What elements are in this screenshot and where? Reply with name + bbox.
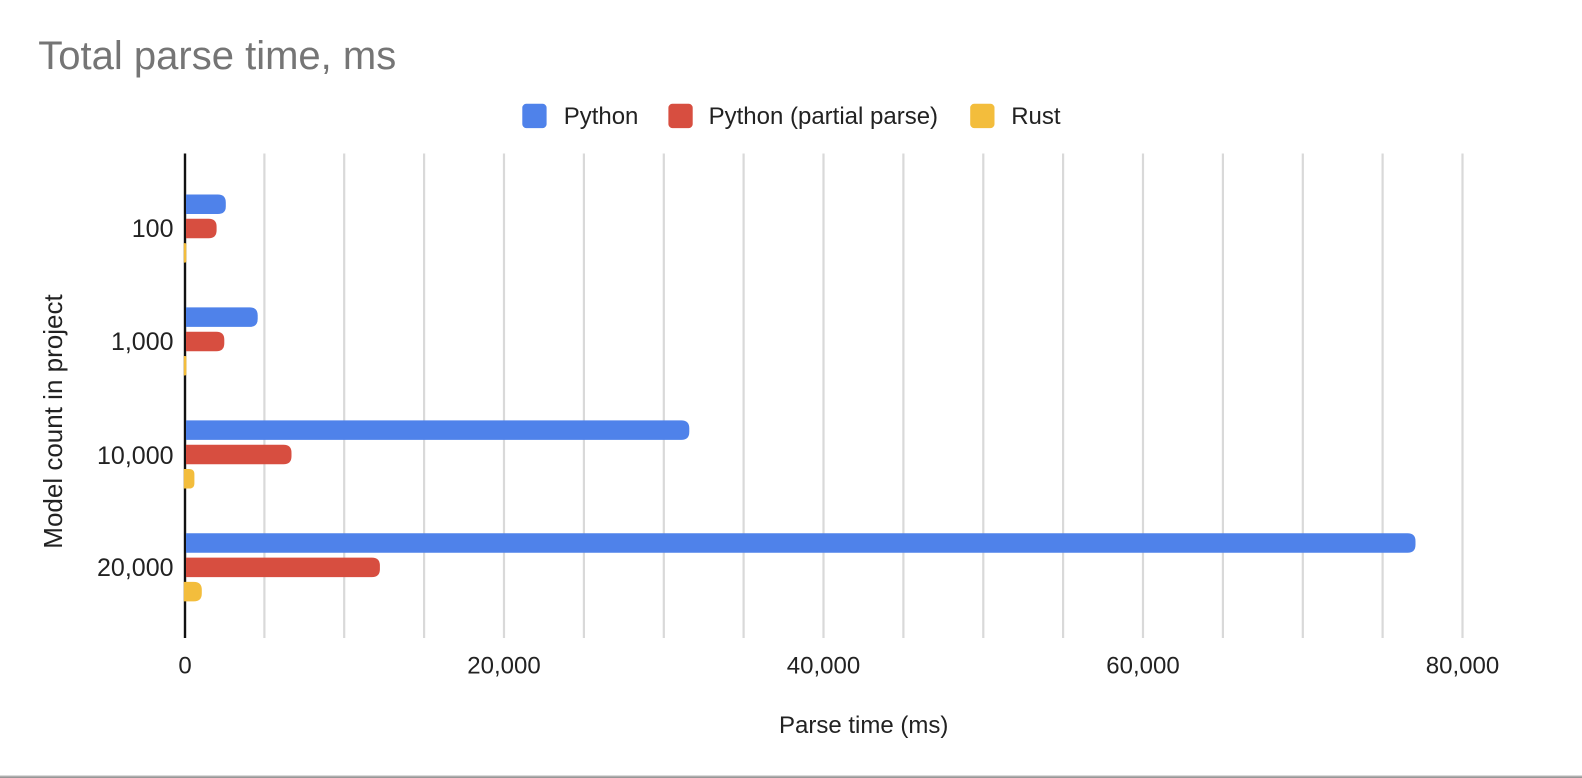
svg-text:Rust: Rust <box>1011 103 1061 130</box>
svg-text:60,000: 60,000 <box>1106 653 1179 680</box>
svg-text:20,000: 20,000 <box>467 653 540 680</box>
svg-text:20,000: 20,000 <box>97 554 173 582</box>
svg-text:10,000: 10,000 <box>97 442 173 470</box>
svg-text:Parse time (ms): Parse time (ms) <box>779 712 948 739</box>
svg-text:Model count in project: Model count in project <box>38 294 68 549</box>
svg-text:0: 0 <box>178 653 191 680</box>
svg-text:1,000: 1,000 <box>111 328 174 356</box>
svg-text:Total parse time, ms: Total parse time, ms <box>38 34 396 78</box>
svg-text:80,000: 80,000 <box>1426 653 1499 680</box>
svg-text:Python (partial parse): Python (partial parse) <box>709 103 938 130</box>
svg-text:40,000: 40,000 <box>787 653 860 680</box>
svg-text:100: 100 <box>132 215 174 243</box>
svg-text:Python: Python <box>564 103 639 130</box>
